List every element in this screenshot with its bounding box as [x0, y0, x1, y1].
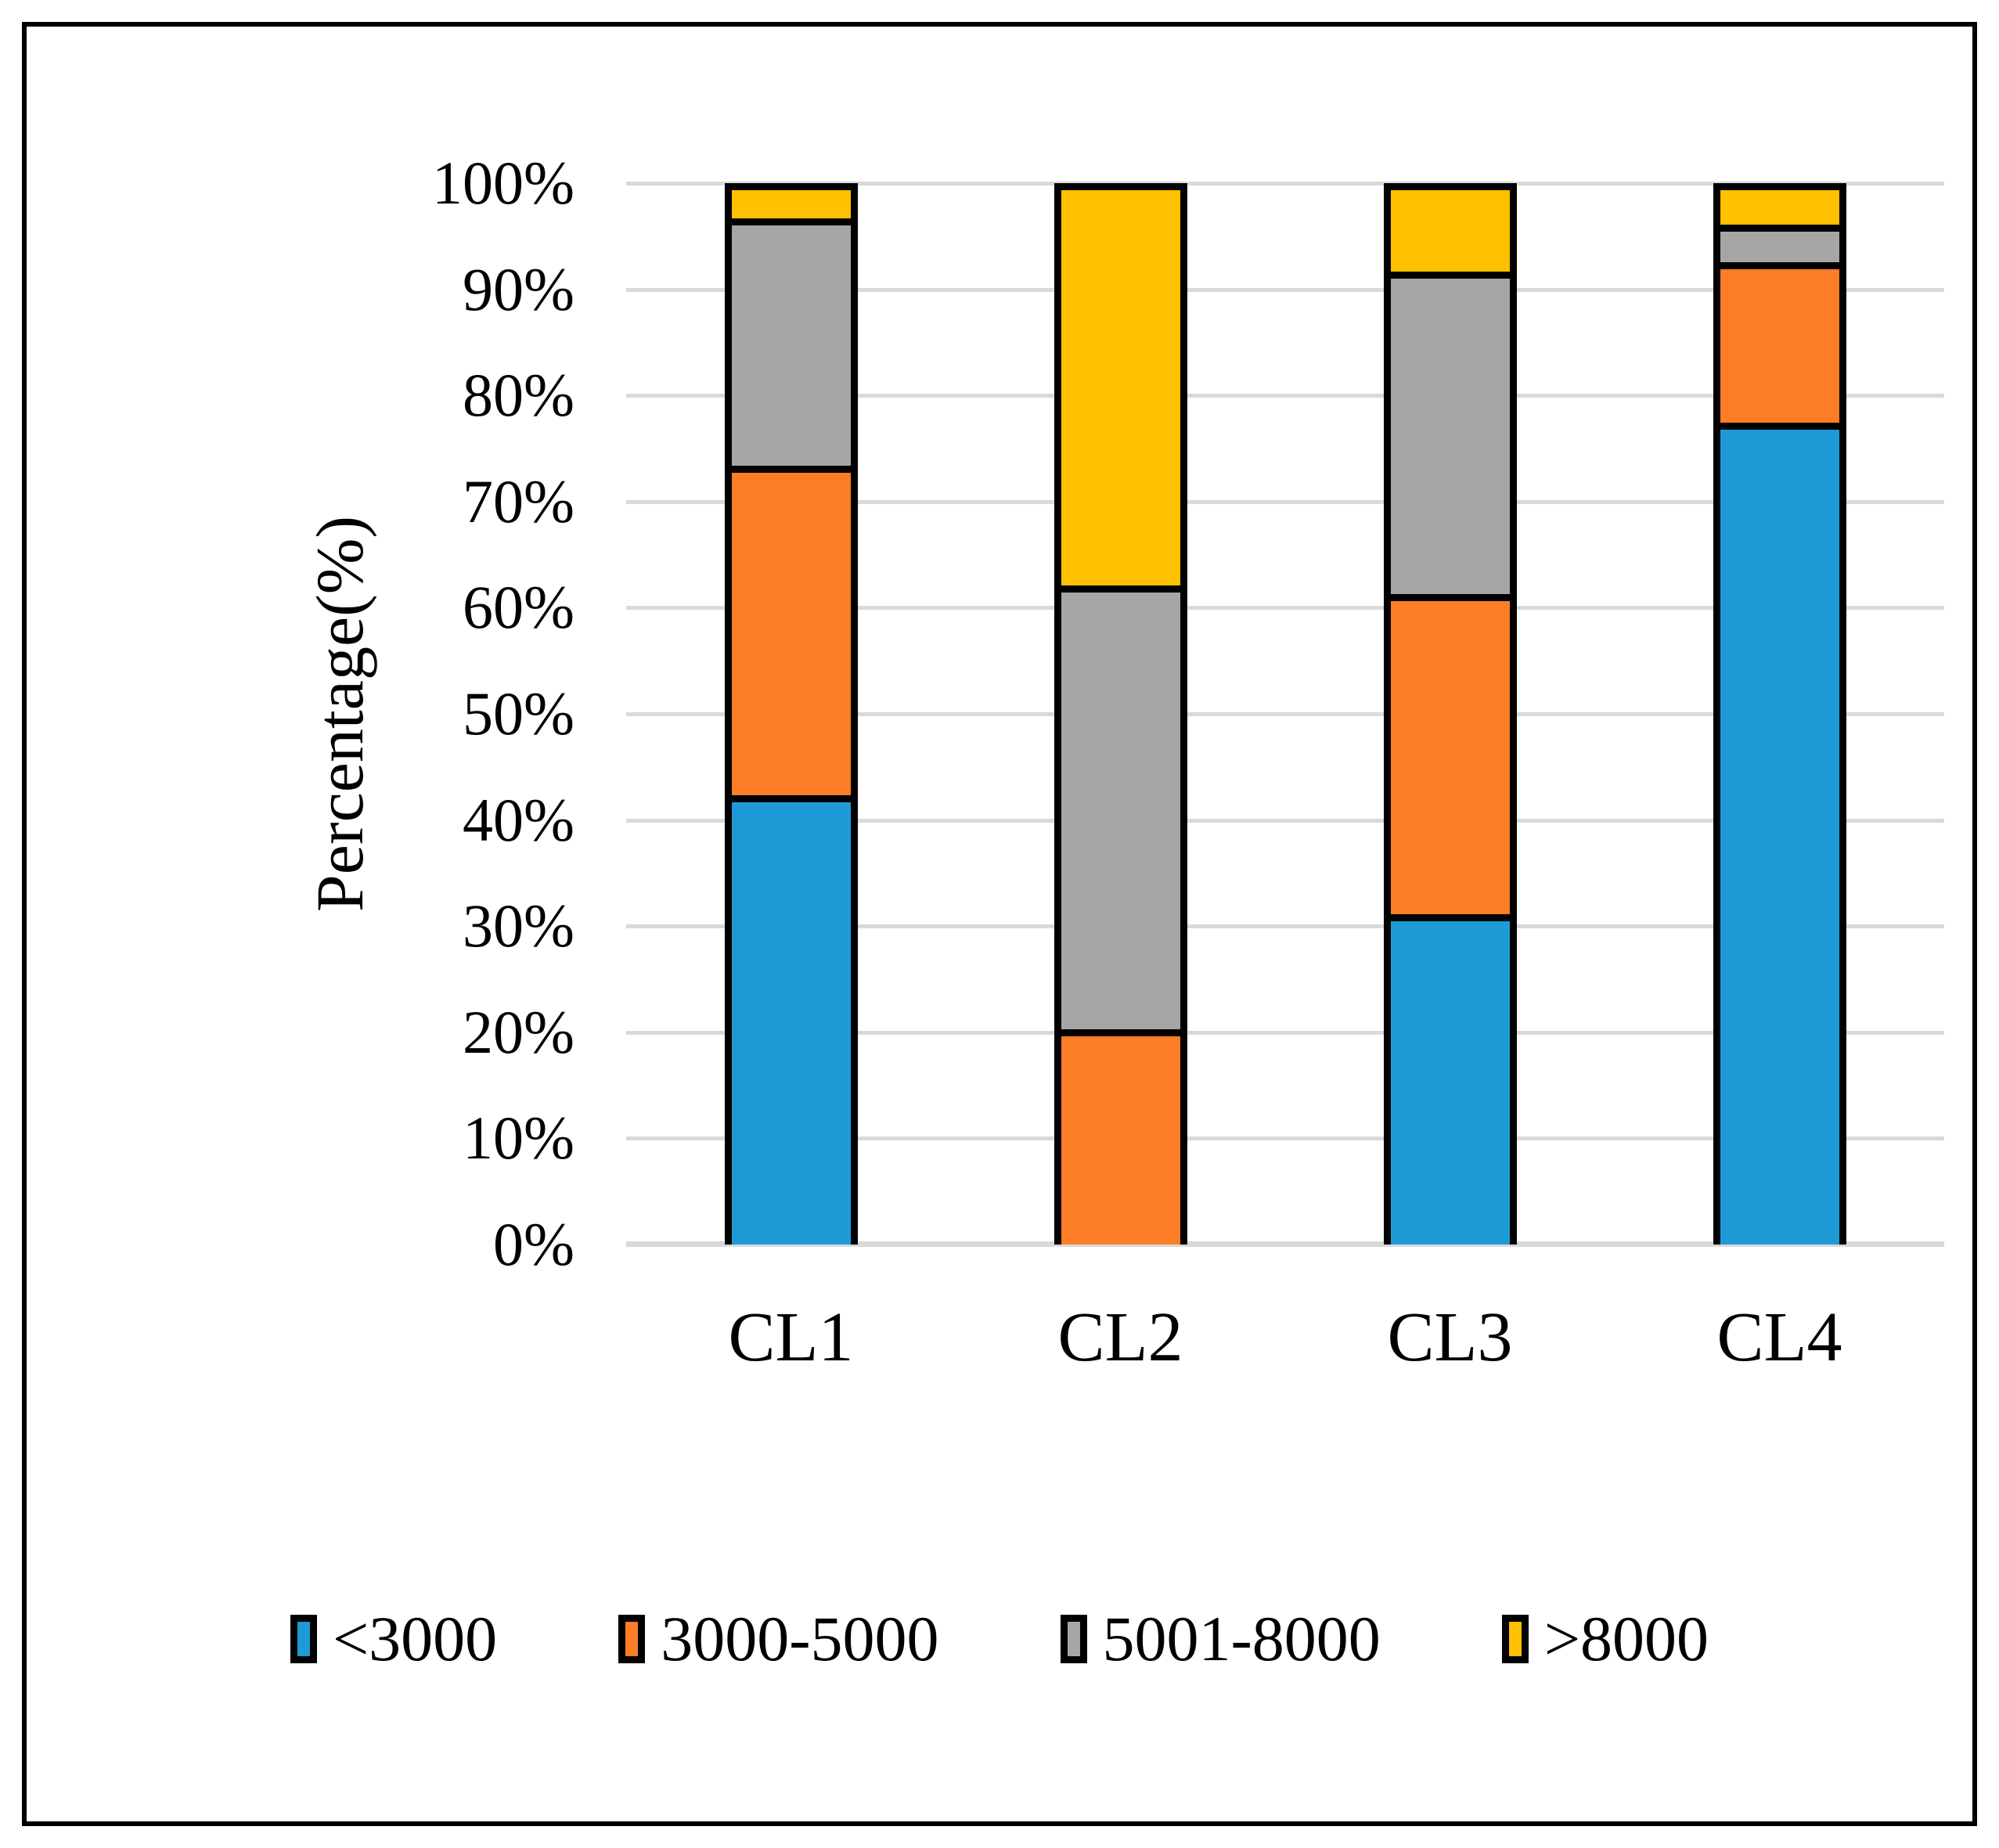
legend-swatch->8000 — [1501, 1615, 1529, 1663]
bar-column-CL1 — [626, 183, 956, 1245]
gridline-40% — [626, 818, 1944, 823]
legend-swatch-3000-5000 — [618, 1615, 646, 1663]
y-tick-label-100%: 100% — [432, 149, 574, 217]
y-tick-label-40%: 40% — [463, 785, 574, 854]
bar-segment-CL2-3000-5000 — [1061, 1029, 1180, 1245]
gridline-70% — [626, 499, 1944, 504]
y-tick-label-70%: 70% — [463, 467, 574, 535]
bar-column-CL2 — [956, 183, 1285, 1245]
legend-label-3000-5000: 3000-5000 — [661, 1603, 939, 1674]
bar-segment-CL1-<3000 — [731, 795, 851, 1245]
bar-segment-CL4->8000 — [1720, 190, 1839, 225]
legend: <3000 3000-5000 5001-8000 >8000 — [121, 1600, 1878, 1678]
legend-label-5001-8000: 5001-8000 — [1102, 1603, 1381, 1674]
legend-swatch-5001-8000 — [1060, 1615, 1087, 1663]
legend-label-<3000: <3000 — [332, 1603, 498, 1674]
x-axis-line — [626, 1241, 1944, 1247]
bar-segment-CL3->8000 — [1390, 190, 1510, 272]
y-tick-label-0%: 0% — [493, 1210, 574, 1278]
y-tick-label-60%: 60% — [463, 573, 574, 642]
legend-item-<3000: <3000 — [290, 1600, 497, 1678]
x-axis-label-CL1: CL1 — [728, 1299, 854, 1376]
x-axis-labels: CL1 CL2 CL3 CL4 — [626, 1295, 1944, 1381]
y-tick-label-90%: 90% — [463, 254, 574, 323]
bar-CL4 — [1713, 183, 1846, 1245]
plot-area — [626, 182, 1944, 1247]
x-axis-label-CL2: CL2 — [1057, 1299, 1183, 1376]
bar-segment-CL1-3000-5000 — [731, 466, 851, 796]
x-axis-label-CL3: CL3 — [1387, 1299, 1513, 1376]
bar-column-CL3 — [1285, 183, 1615, 1245]
gridline-10% — [626, 1137, 1944, 1141]
bar-CL3 — [1383, 183, 1517, 1245]
bar-segment-CL3-5001-8000 — [1390, 272, 1510, 594]
bar-CL2 — [1054, 183, 1187, 1245]
y-tick-label-20%: 20% — [463, 997, 574, 1066]
y-tick-label-80%: 80% — [463, 361, 574, 430]
legend-label->8000: >8000 — [1543, 1603, 1709, 1674]
bar-CL1 — [724, 183, 858, 1245]
legend-swatch-<3000 — [290, 1615, 317, 1663]
bar-column-CL4 — [1615, 183, 1944, 1245]
figure-frame: Percentage(%) 0% 10% 20% 30% 40% 50% 60% 70% 80%… — [22, 22, 1977, 1826]
y-axis-tick-labels: 0% 10% 20% 30% 40% 50% 60% 70% 80% 90% 100% — [27, 149, 574, 1278]
bar-segment-CL1->8000 — [731, 190, 851, 218]
x-axis-label-CL4: CL4 — [1716, 1299, 1842, 1376]
bar-segment-CL4-5001-8000 — [1720, 224, 1839, 263]
bar-segment-CL3-3000-5000 — [1390, 593, 1510, 914]
bar-segment-CL1-5001-8000 — [731, 218, 851, 467]
gridline-20% — [626, 1030, 1944, 1035]
legend-item-3000-5000: 3000-5000 — [618, 1600, 939, 1678]
bar-segment-CL2-5001-8000 — [1061, 585, 1180, 1030]
legend-item->8000: >8000 — [1501, 1600, 1709, 1678]
bar-segment-CL4-<3000 — [1720, 422, 1839, 1245]
bar-segment-CL2->8000 — [1061, 190, 1180, 586]
bar-segment-CL4-3000-5000 — [1720, 262, 1839, 423]
gridline-100% — [626, 182, 1944, 186]
bar-segment-CL3-<3000 — [1390, 913, 1510, 1245]
gridline-90% — [626, 287, 1944, 292]
y-tick-label-10%: 10% — [463, 1104, 574, 1173]
gridline-60% — [626, 606, 1944, 611]
y-tick-label-50%: 50% — [463, 679, 574, 747]
y-tick-label-30%: 30% — [463, 892, 574, 960]
gridline-30% — [626, 924, 1944, 929]
bars-row — [626, 183, 1944, 1245]
gridline-80% — [626, 394, 1944, 398]
legend-item-5001-8000: 5001-8000 — [1060, 1600, 1381, 1678]
gridline-50% — [626, 712, 1944, 716]
